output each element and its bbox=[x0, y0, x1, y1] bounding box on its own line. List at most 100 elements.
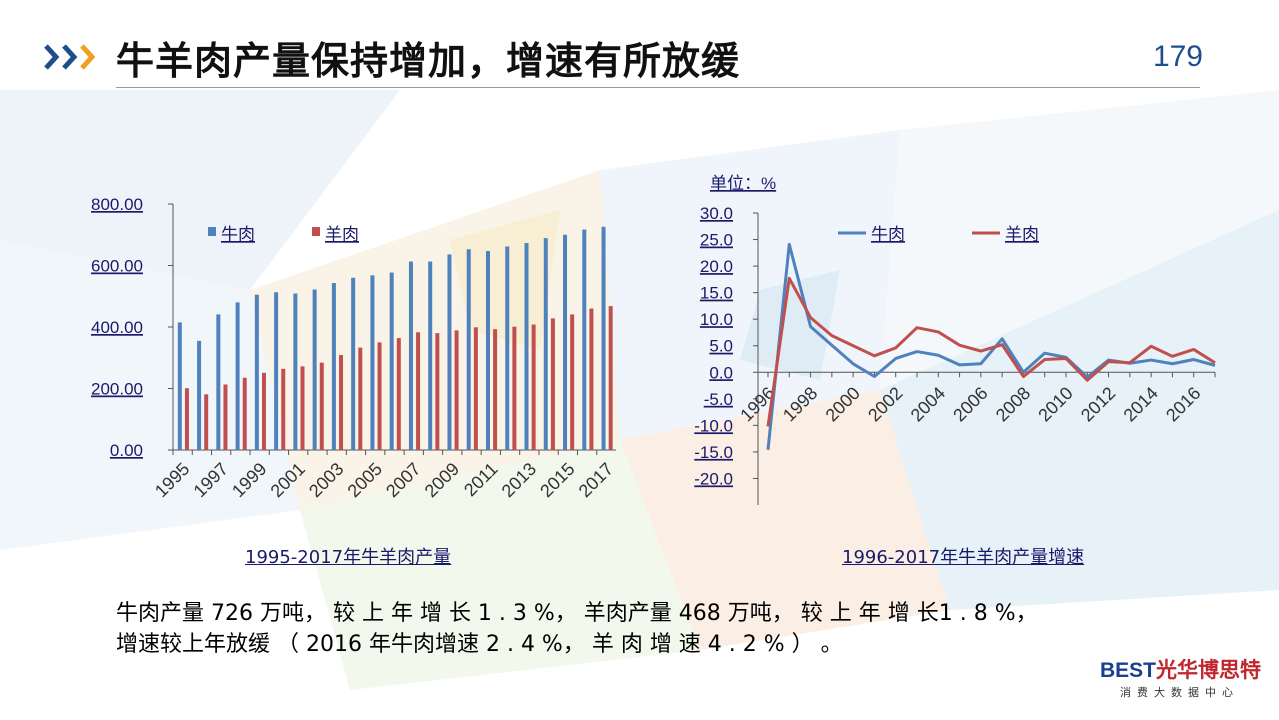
y-tick-label: -20.0 bbox=[694, 469, 733, 488]
x-tick-label: 2001 bbox=[267, 459, 309, 501]
bar-beef-2006 bbox=[389, 272, 394, 450]
x-tick-label: 2008 bbox=[992, 383, 1034, 425]
bar-mutton-2011 bbox=[493, 329, 498, 450]
bar-beef-2017 bbox=[601, 226, 606, 450]
slide-header: 牛羊肉产量保持增加，增速有所放缓 179 bbox=[0, 0, 1279, 90]
x-tick-label: 2016 bbox=[1162, 383, 1204, 425]
x-tick-label: 1998 bbox=[779, 383, 821, 425]
x-tick-label: 2002 bbox=[864, 383, 906, 425]
production-chart-caption: 1995-2017年牛羊肉产量 bbox=[245, 547, 452, 568]
x-tick-label: 1995 bbox=[151, 459, 193, 501]
y-tick-label: 15.0 bbox=[700, 284, 733, 303]
bar-mutton-2009 bbox=[454, 330, 459, 450]
bar-beef-2013 bbox=[524, 243, 529, 450]
bar-mutton-2002 bbox=[319, 362, 324, 450]
bar-beef-1997 bbox=[216, 314, 221, 450]
bar-mutton-2007 bbox=[416, 332, 421, 450]
bar-beef-2000 bbox=[274, 292, 279, 450]
bar-mutton-2010 bbox=[473, 327, 478, 450]
x-tick-label: 2010 bbox=[1034, 383, 1076, 425]
summary-line-2: 增速较上年放缓 （ 2016 年牛肉增速 2 . 4 %， 羊 肉 增 速 4 … bbox=[116, 632, 843, 657]
bar-beef-1996 bbox=[197, 340, 202, 450]
y-tick-label: 25.0 bbox=[700, 231, 733, 250]
bar-beef-2009 bbox=[447, 254, 452, 450]
bar-beef-1998 bbox=[235, 302, 240, 450]
bar-mutton-2016 bbox=[589, 308, 594, 450]
x-tick-label: 2014 bbox=[1120, 383, 1162, 425]
page-number: 179 bbox=[1152, 40, 1203, 73]
header-divider bbox=[116, 87, 1200, 88]
x-tick-label: 2000 bbox=[822, 383, 864, 425]
x-tick-label: 2012 bbox=[1077, 383, 1119, 425]
bar-mutton-2003 bbox=[339, 354, 344, 450]
bar-mutton-2017 bbox=[608, 306, 613, 450]
bar-beef-2012 bbox=[505, 246, 510, 450]
growth-line-chart: 单位：% -20.0 -15.0 -10.0 -5.0 0.0 5.0 10.0 15.0 20.… bbox=[680, 165, 1240, 545]
bar-beef-2004 bbox=[351, 277, 356, 450]
bar-beef-2003 bbox=[331, 283, 336, 450]
unit-label: 单位：% bbox=[710, 174, 776, 193]
y-tick-label: 0.00 bbox=[110, 441, 143, 460]
bar-mutton-1997 bbox=[223, 384, 228, 450]
y-tick-label: 800.00 bbox=[91, 195, 143, 214]
bar-mutton-1995 bbox=[184, 388, 189, 450]
legend-label-mutton: 羊肉 bbox=[1005, 225, 1039, 244]
logo-subtitle: 消费大数据中心 bbox=[1120, 686, 1239, 699]
bar-beef-2005 bbox=[370, 275, 375, 450]
bar-mutton-1999 bbox=[261, 372, 266, 450]
x-tick-label: 1997 bbox=[190, 459, 232, 501]
bar-mutton-2008 bbox=[435, 333, 440, 450]
bar-beef-1995 bbox=[177, 322, 182, 450]
legend-label-mutton: 羊肉 bbox=[325, 225, 359, 244]
bar-beef-2001 bbox=[293, 293, 298, 450]
y-tick-label: 20.0 bbox=[700, 257, 733, 276]
x-tick-label: 2003 bbox=[305, 459, 347, 501]
x-tick-label: 2007 bbox=[382, 459, 424, 501]
x-tick-label: 1999 bbox=[228, 459, 270, 501]
x-tick-label: 2017 bbox=[575, 459, 617, 501]
bar-mutton-2012 bbox=[512, 326, 517, 450]
chevron-arrows-icon bbox=[44, 44, 96, 70]
x-tick-label: 2015 bbox=[536, 459, 578, 501]
y-tick-label: 200.00 bbox=[91, 380, 143, 399]
bar-mutton-2005 bbox=[377, 342, 382, 450]
series-line-mutton bbox=[766, 276, 1216, 427]
logo-brand-prefix: BEST bbox=[1100, 659, 1157, 682]
legend-swatch-mutton bbox=[312, 227, 320, 236]
bar-mutton-1996 bbox=[204, 394, 209, 450]
summary-line-1: 牛肉产量 726 万吨， 较 上 年 增 长 1 . 3 %， 羊肉产量 468… bbox=[116, 601, 1038, 626]
logo-brand: BEST光华博思特 bbox=[1100, 654, 1261, 684]
bar-beef-1999 bbox=[254, 294, 259, 450]
bar-beef-2002 bbox=[312, 289, 317, 450]
page-title: 牛羊肉产量保持增加，增速有所放缓 bbox=[116, 39, 741, 83]
y-tick-label: 600.00 bbox=[91, 257, 143, 276]
summary-text: 牛肉产量 726 万吨， 较 上 年 增 长 1 . 3 %， 羊肉产量 468… bbox=[116, 598, 1038, 660]
legend-swatch-beef bbox=[208, 227, 216, 236]
x-tick-label: 2004 bbox=[907, 383, 949, 425]
y-tick-label: -10.0 bbox=[694, 416, 733, 435]
x-tick-label: 2011 bbox=[460, 459, 502, 501]
bar-mutton-2015 bbox=[570, 314, 575, 450]
series-line-beef bbox=[766, 242, 1216, 450]
legend-label-beef: 牛肉 bbox=[871, 225, 905, 244]
x-tick-label: 2005 bbox=[344, 459, 386, 501]
bar-beef-2016 bbox=[582, 229, 587, 450]
y-tick-label: 400.00 bbox=[91, 318, 143, 337]
y-tick-label: 0.0 bbox=[709, 363, 733, 382]
x-tick-label: 2013 bbox=[498, 459, 540, 501]
bar-mutton-2006 bbox=[396, 338, 401, 450]
y-tick-label: 10.0 bbox=[700, 310, 733, 329]
production-bar-chart: 0.00 200.00 400.00 600.00 800.00 1995 1997 1999… bbox=[60, 180, 640, 540]
logo-brand-suffix: 光华博思特 bbox=[1156, 659, 1262, 682]
bar-mutton-2014 bbox=[550, 318, 555, 450]
x-tick-label: 2006 bbox=[949, 383, 991, 425]
y-tick-label: 5.0 bbox=[709, 337, 733, 356]
growth-chart-caption: 1996-2017年牛羊肉产量增速 bbox=[842, 547, 1085, 568]
legend-label-beef: 牛肉 bbox=[221, 225, 255, 244]
bar-mutton-2001 bbox=[300, 366, 305, 450]
y-tick-label: -15.0 bbox=[694, 443, 733, 462]
bar-mutton-2000 bbox=[281, 368, 286, 450]
bar-beef-2010 bbox=[466, 249, 471, 450]
bar-mutton-2013 bbox=[531, 324, 536, 450]
bar-mutton-2004 bbox=[358, 347, 363, 450]
